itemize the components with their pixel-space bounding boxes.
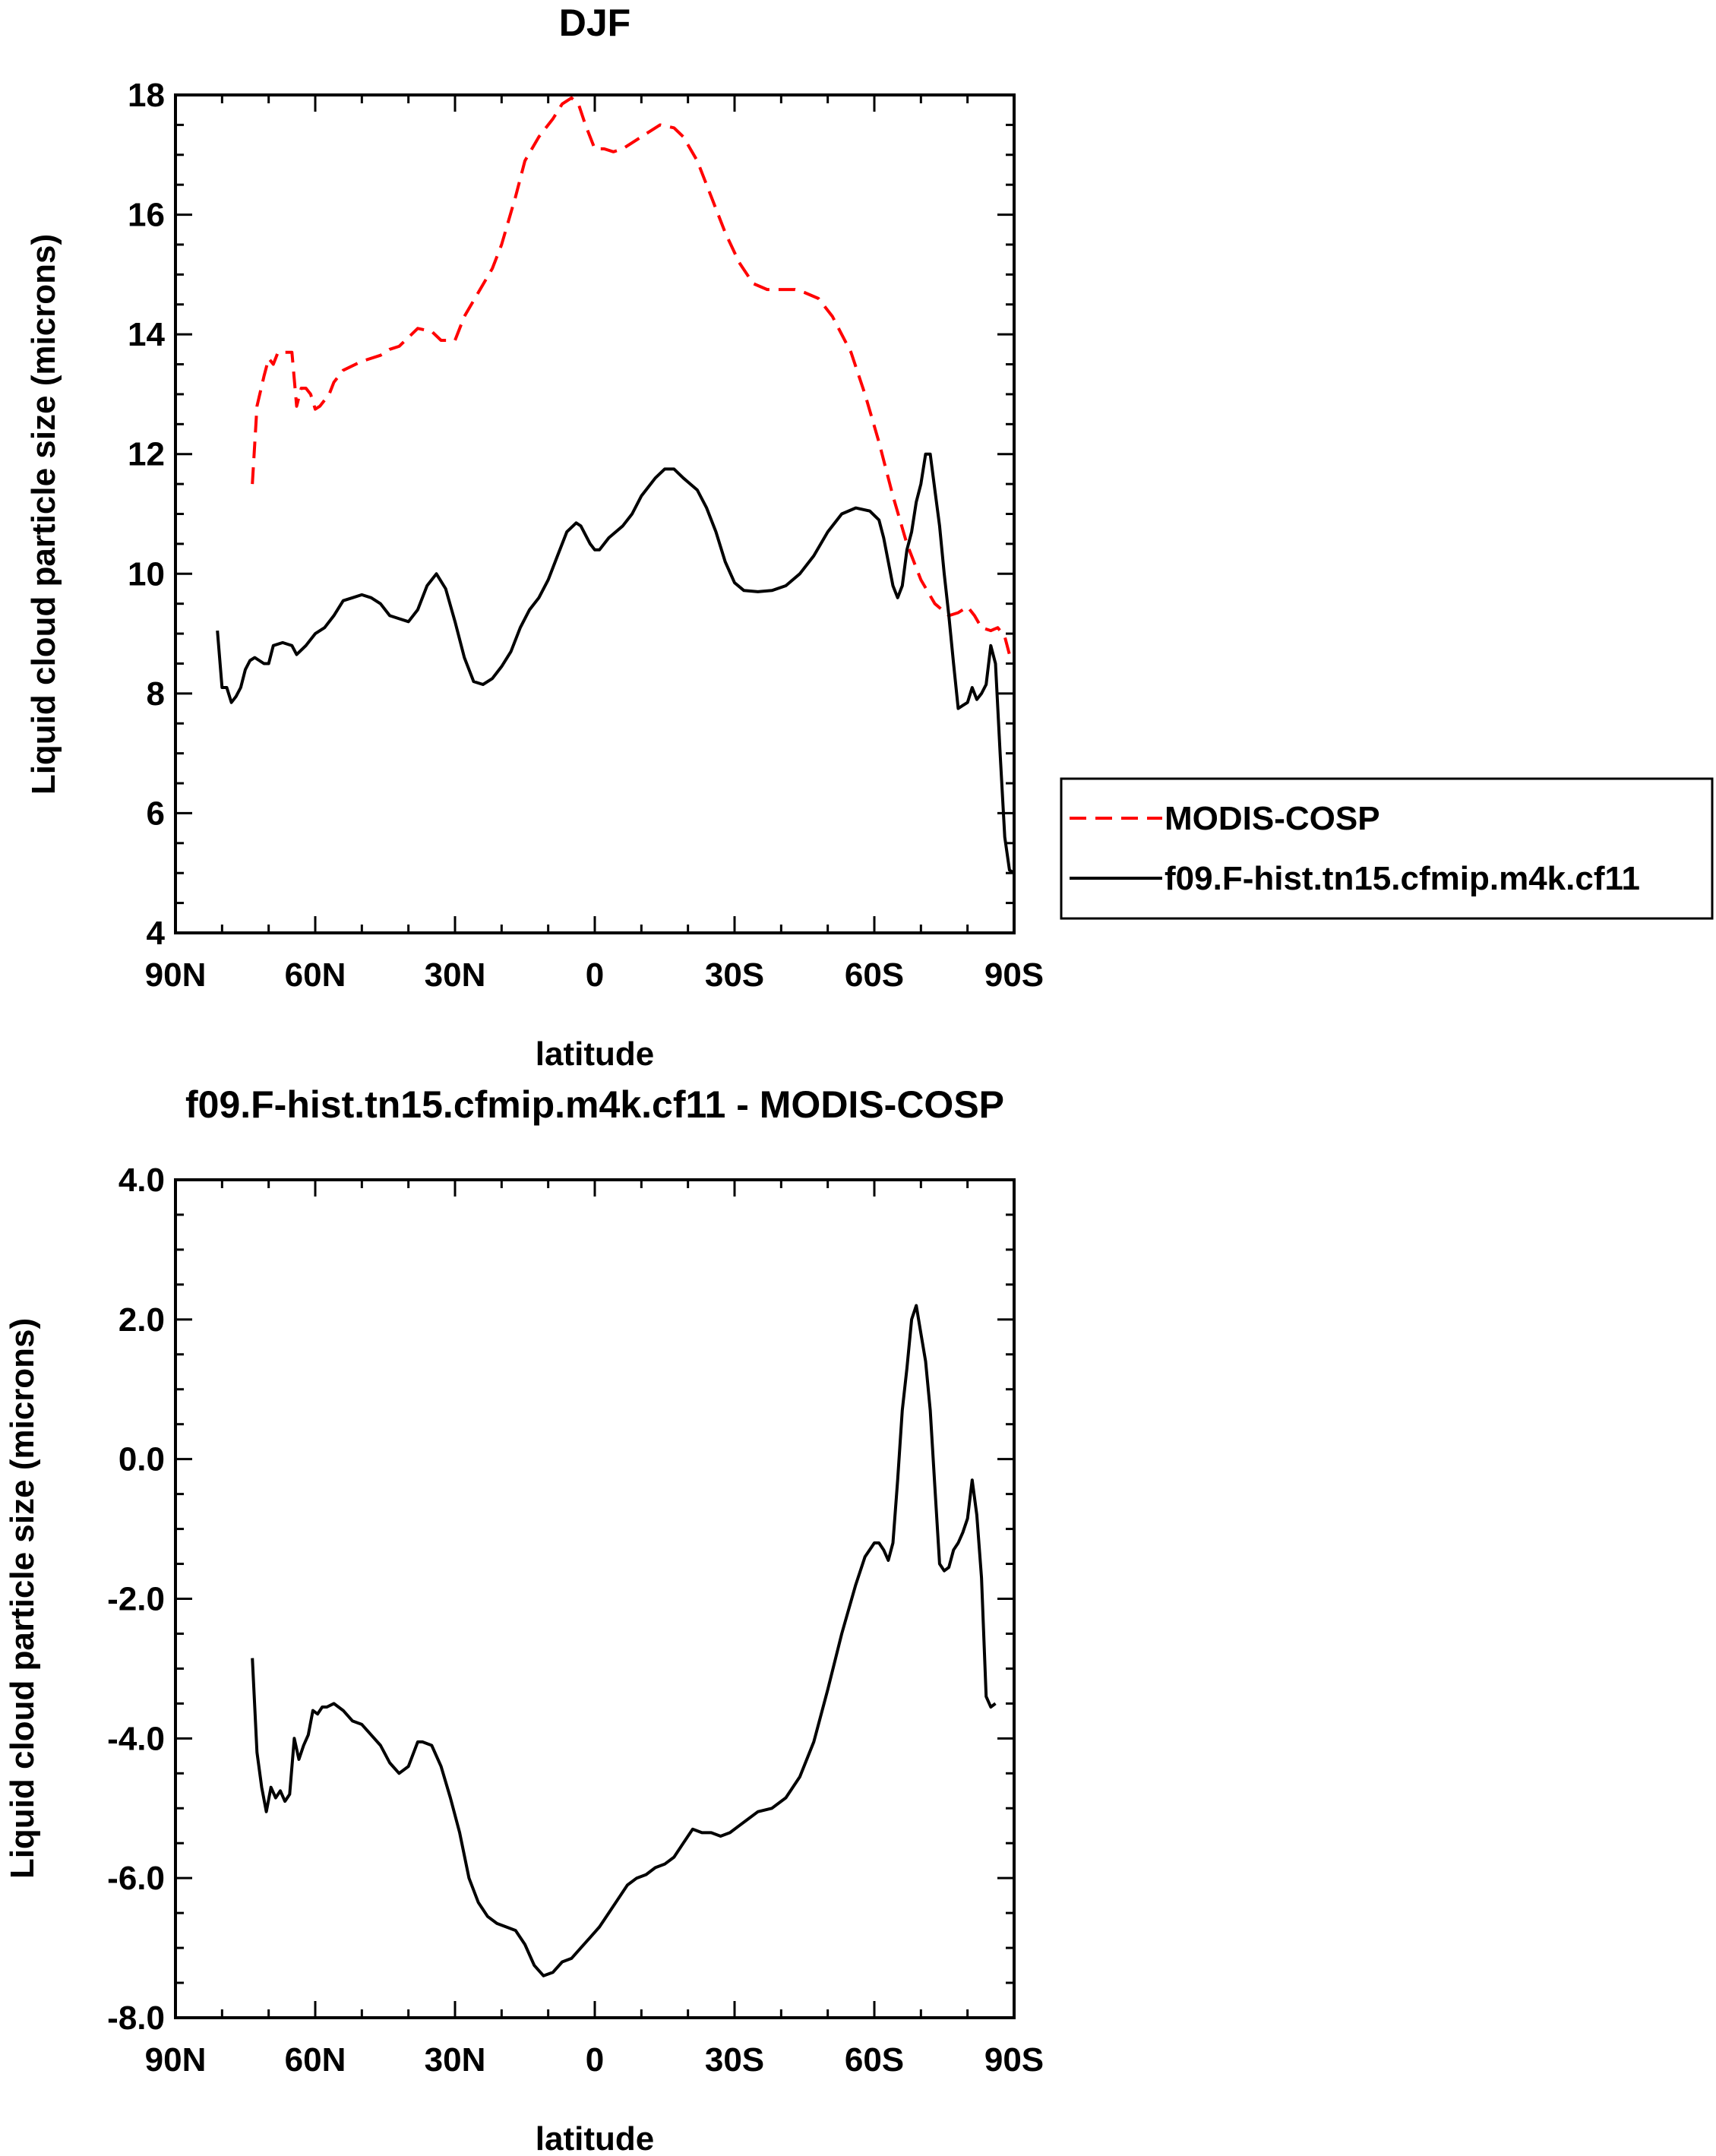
top-chart-title: DJF bbox=[559, 2, 630, 44]
bottom-panel: f09.F-hist.tn15.cfmip.m4k.cf11 - MODIS-C… bbox=[4, 1083, 1044, 2156]
bottom-series-group bbox=[251, 1304, 997, 1977]
top-y-tick-label: 12 bbox=[128, 436, 165, 473]
bottom-x-tick-labels: 90N 60N 30N 0 30S 60S 90S bbox=[145, 2041, 1044, 2079]
bottom-y-tick-label: -6.0 bbox=[107, 1860, 165, 1897]
bottom-y-tick-labels: -8.0 -6.0 -4.0 -2.0 0.0 2.0 4.0 bbox=[107, 1162, 165, 2037]
bottom-x-tick-label: 30S bbox=[705, 2041, 764, 2079]
top-x-tick-label: 30N bbox=[425, 956, 486, 994]
top-y-tick-label: 16 bbox=[128, 197, 165, 234]
top-x-tick-label: 60N bbox=[285, 956, 346, 994]
top-series-line-1 bbox=[251, 96, 1016, 659]
top-y-tick-label: 4 bbox=[147, 915, 166, 952]
legend: MODIS-COSP f09.F-hist.tn15.cfmip.m4k.cf1… bbox=[1060, 777, 1714, 920]
bottom-x-tick-label: 90S bbox=[984, 2041, 1044, 2079]
bottom-chart-title: f09.F-hist.tn15.cfmip.m4k.cf11 - MODIS-C… bbox=[185, 1083, 1004, 1126]
bottom-y-tick-label: -8.0 bbox=[107, 2000, 165, 2037]
top-x-tick-labels: 90N 60N 30N 0 30S 60S 90S bbox=[145, 956, 1044, 994]
top-x-tick-label: 60S bbox=[845, 956, 904, 994]
bottom-x-tick-label: 0 bbox=[586, 2041, 604, 2079]
top-panel: DJF 4 6 8 10 12 14 16 18 90N 60N 30N 0 30S 60S 90S la… bbox=[25, 2, 1044, 1073]
legend-label-model: f09.F-hist.tn15.cfmip.m4k.cf11 bbox=[1165, 860, 1640, 897]
bottom-series-line-1 bbox=[251, 1304, 997, 1977]
bottom-tick-marks bbox=[174, 1178, 1016, 2019]
bottom-y-tick-label: 4.0 bbox=[119, 1162, 165, 1199]
bottom-x-tick-label: 30N bbox=[425, 2041, 486, 2079]
top-y-axis-label: Liquid cloud particle size (microns) bbox=[25, 234, 62, 795]
top-series-line-2 bbox=[216, 452, 1016, 874]
bottom-x-axis-label: latitude bbox=[536, 2120, 654, 2156]
top-y-tick-label: 8 bbox=[147, 675, 165, 713]
top-x-tick-label: 90S bbox=[984, 956, 1044, 994]
bottom-y-tick-label: -2.0 bbox=[107, 1581, 165, 1618]
top-x-tick-label: 90N bbox=[145, 956, 207, 994]
top-tick-marks bbox=[174, 93, 1016, 934]
legend-label-modis: MODIS-COSP bbox=[1165, 800, 1380, 837]
bottom-x-tick-label: 90N bbox=[145, 2041, 207, 2079]
top-series-group bbox=[216, 96, 1016, 874]
top-x-tick-label: 30S bbox=[705, 956, 764, 994]
top-y-tick-label: 14 bbox=[128, 316, 165, 353]
top-y-tick-label: 6 bbox=[147, 795, 165, 832]
bottom-x-tick-label: 60N bbox=[285, 2041, 346, 2079]
legend-box bbox=[1060, 777, 1714, 920]
bottom-y-tick-label: 0.0 bbox=[119, 1441, 165, 1478]
top-x-axis-label: latitude bbox=[536, 1035, 654, 1073]
bottom-y-tick-label: 2.0 bbox=[119, 1301, 165, 1339]
top-y-tick-labels: 4 6 8 10 12 14 16 18 bbox=[128, 77, 165, 952]
bottom-y-tick-label: -4.0 bbox=[107, 1720, 165, 1757]
top-y-tick-label: 10 bbox=[128, 555, 165, 593]
top-y-tick-label: 18 bbox=[128, 77, 165, 114]
bottom-x-tick-label: 60S bbox=[845, 2041, 904, 2079]
top-x-tick-label: 0 bbox=[586, 956, 604, 994]
bottom-y-axis-label: Liquid cloud particle size (microns) bbox=[4, 1318, 41, 1879]
bottom-plot-frame bbox=[174, 1178, 1016, 2019]
top-plot-frame bbox=[174, 93, 1016, 934]
